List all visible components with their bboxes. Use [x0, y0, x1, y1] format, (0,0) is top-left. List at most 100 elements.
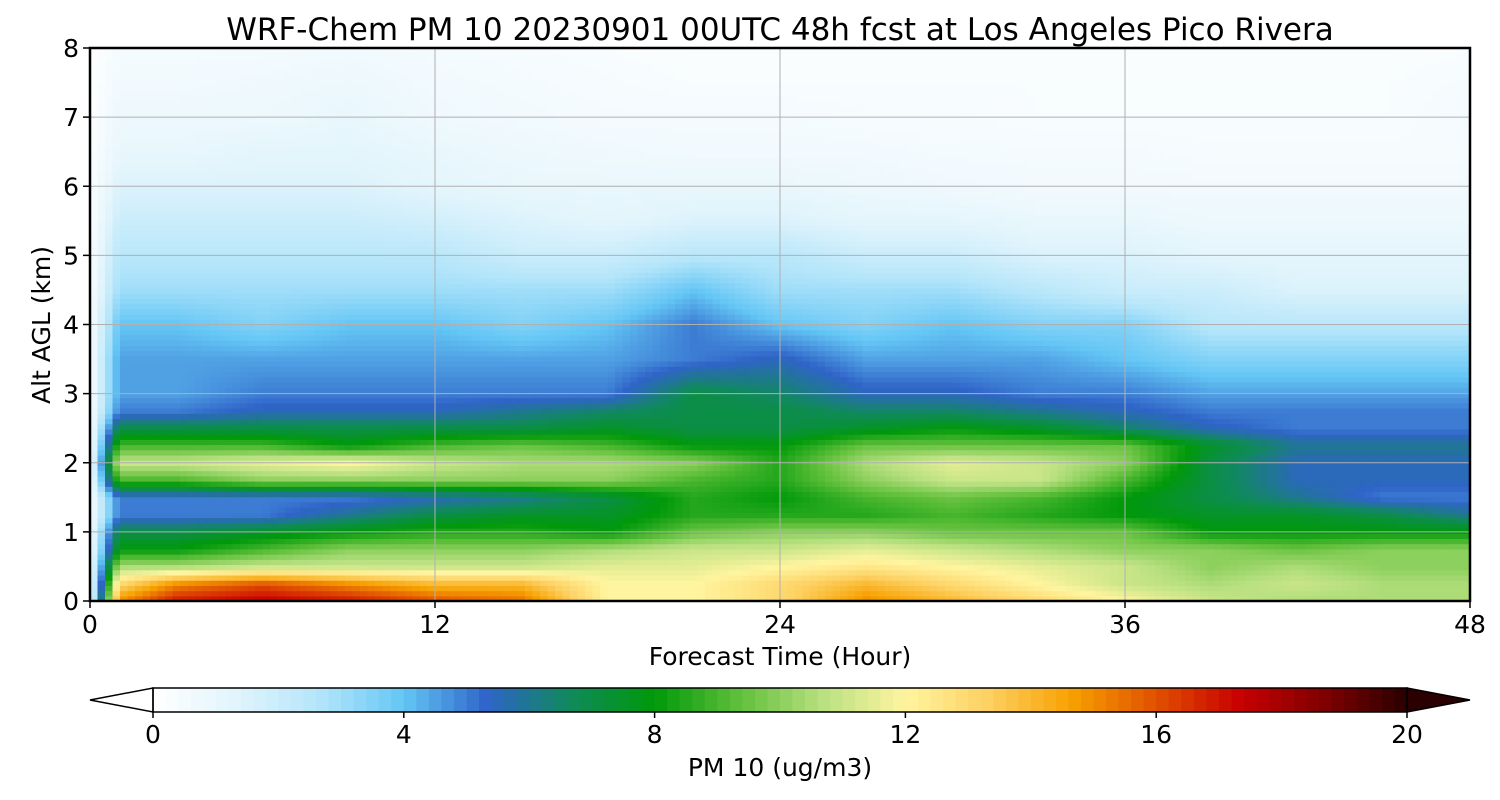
heatmap-cell: [772, 496, 781, 503]
heatmap-cell: [1417, 580, 1426, 586]
heatmap-cell: [307, 569, 316, 576]
heatmap-cell: [1275, 543, 1284, 550]
heatmap-cell: [112, 501, 121, 508]
heatmap-cell: [435, 501, 444, 508]
heatmap-cell: [825, 522, 834, 529]
heatmap-cell: [1320, 559, 1329, 566]
heatmap-cell: [1447, 501, 1456, 508]
heatmap-cell: [330, 486, 339, 493]
heatmap-cell: [270, 585, 279, 592]
heatmap-cell: [120, 533, 129, 539]
heatmap-cell: [315, 543, 324, 550]
heatmap-cell: [592, 580, 601, 586]
heatmap-cell: [1260, 501, 1269, 508]
heatmap-cell: [345, 538, 354, 545]
heatmap-cell: [990, 595, 999, 601]
heatmap-cell: [757, 569, 766, 576]
heatmap-cell: [870, 465, 879, 472]
heatmap-cell: [232, 512, 241, 519]
heatmap-cell: [675, 470, 684, 477]
heatmap-cell: [435, 574, 444, 581]
heatmap-cell: [1140, 465, 1149, 472]
heatmap-cell: [1395, 538, 1404, 545]
heatmap-cell: [975, 538, 984, 545]
heatmap-cell: [360, 517, 369, 524]
heatmap-cell: [315, 569, 324, 576]
heatmap-cell: [997, 580, 1006, 586]
heatmap-cell: [840, 491, 849, 498]
heatmap-cell: [502, 543, 511, 550]
heatmap-cell: [592, 538, 601, 545]
heatmap-cell: [1222, 501, 1231, 508]
heatmap-cell: [262, 574, 271, 581]
heatmap-cell: [1095, 501, 1104, 508]
heatmap-cell: [1365, 590, 1374, 597]
heatmap-cell: [600, 559, 609, 566]
heatmap-cell: [735, 538, 744, 545]
heatmap-cell: [180, 517, 189, 524]
heatmap-cell: [1035, 564, 1044, 571]
heatmap-cell: [442, 574, 451, 581]
heatmap-cell: [1447, 522, 1456, 529]
heatmap-cell: [1102, 585, 1111, 592]
heatmap-cell: [1012, 481, 1021, 487]
heatmap-cell: [1372, 564, 1381, 571]
heatmap-cell: [322, 564, 331, 571]
heatmap-cell: [975, 465, 984, 472]
heatmap-cell: [90, 580, 99, 586]
heatmap-cell: [135, 548, 144, 555]
heatmap-cell: [300, 465, 309, 472]
heatmap-cell: [1170, 574, 1179, 581]
heatmap-cell: [600, 580, 609, 586]
heatmap-cell: [1155, 564, 1164, 571]
heatmap-cell: [1102, 522, 1111, 529]
heatmap-cell: [930, 481, 939, 487]
heatmap-cell: [1200, 491, 1209, 498]
heatmap-cell: [1035, 481, 1044, 487]
heatmap-cell: [1147, 507, 1156, 513]
heatmap-cell: [367, 527, 376, 534]
heatmap-cell: [585, 543, 594, 550]
heatmap-cell: [375, 491, 384, 498]
heatmap-cell: [877, 517, 886, 524]
heatmap-cell: [1042, 522, 1051, 529]
heatmap-cell: [990, 507, 999, 513]
heatmap-cell: [630, 512, 639, 519]
heatmap-cell: [892, 554, 901, 560]
heatmap-cell: [1260, 543, 1269, 550]
heatmap-cell: [1215, 512, 1224, 519]
heatmap-cell: [1050, 512, 1059, 519]
heatmap-cell: [1117, 559, 1126, 566]
heatmap-cell: [420, 543, 429, 550]
heatmap-cell: [247, 527, 256, 534]
heatmap-cell: [832, 486, 841, 493]
heatmap-cell: [1335, 595, 1344, 601]
heatmap-cell: [532, 533, 541, 539]
heatmap-cell: [502, 590, 511, 597]
heatmap-cell: [1312, 554, 1321, 560]
heatmap-cell: [945, 512, 954, 519]
heatmap-cell: [285, 543, 294, 550]
heatmap-cell: [240, 590, 249, 597]
heatmap-cell: [1125, 491, 1134, 498]
heatmap-cell: [165, 475, 174, 482]
heatmap-cell: [1050, 580, 1059, 586]
heatmap-cell: [1455, 574, 1464, 581]
heatmap-cell: [802, 569, 811, 576]
heatmap-cell: [645, 569, 654, 576]
heatmap-cell: [1020, 574, 1029, 581]
heatmap-cell: [652, 527, 661, 534]
heatmap-cell: [1035, 486, 1044, 493]
heatmap-cell: [555, 470, 564, 477]
heatmap-cell: [1290, 501, 1299, 508]
heatmap-cell: [480, 501, 489, 508]
heatmap-cell: [480, 574, 489, 581]
heatmap-cell: [847, 522, 856, 529]
heatmap-cell: [592, 574, 601, 581]
heatmap-cell: [915, 533, 924, 539]
heatmap-cell: [157, 533, 166, 539]
heatmap-cell: [285, 548, 294, 555]
heatmap-cell: [427, 574, 436, 581]
heatmap-cell: [1237, 595, 1246, 601]
heatmap-cell: [562, 559, 571, 566]
